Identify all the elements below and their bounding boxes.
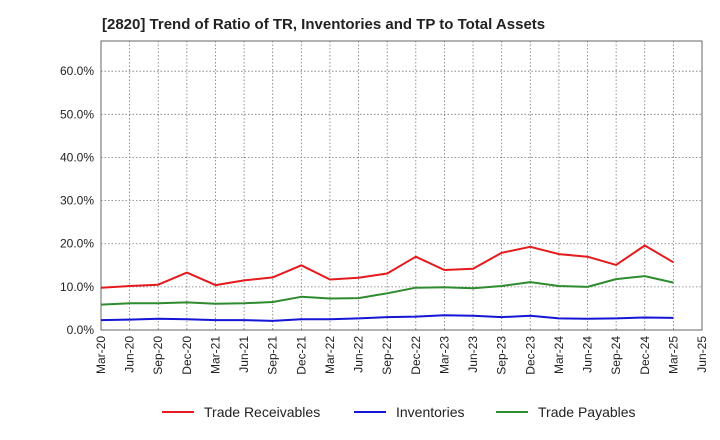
- legend-label-trade-receivables: Trade Receivables: [204, 404, 321, 420]
- grid-lines: [100, 41, 703, 331]
- y-tick-label: 30.0%: [60, 194, 94, 208]
- series-line-trade-receivables: [100, 244, 674, 289]
- chart-title: [2820] Trend of Ratio of TR, Inventories…: [102, 16, 546, 33]
- y-tick-label: 10.0%: [60, 280, 94, 294]
- y-tick-label: 20.0%: [60, 237, 94, 251]
- x-tick-label: Dec-23: [523, 336, 537, 375]
- x-tick-label: Jun-22: [352, 336, 366, 373]
- x-tick-label: Jun-21: [237, 336, 251, 373]
- legend: Trade Receivables Inventories Trade Paya…: [0, 404, 720, 426]
- x-tick-label: Jun-23: [466, 336, 480, 373]
- x-tick-label: Sep-23: [495, 336, 509, 375]
- x-tick-label: Dec-24: [638, 336, 652, 375]
- legend-item-inventories: Inventories: [354, 404, 464, 420]
- y-tick-label: 0.0%: [67, 323, 95, 337]
- x-tick-label: Jun-24: [581, 336, 595, 373]
- legend-swatch-inventories: [354, 411, 386, 413]
- x-tick-label: Mar-23: [437, 336, 451, 374]
- x-tick-label: Mar-25: [666, 336, 680, 374]
- legend-label-inventories: Inventories: [396, 404, 465, 420]
- y-tick-label: 60.0%: [60, 64, 94, 78]
- x-tick-label: Sep-20: [151, 336, 165, 375]
- legend-item-trade-payables: Trade Payables: [496, 404, 636, 420]
- x-tick-label: Jun-25: [695, 336, 709, 373]
- legend-label-trade-payables: Trade Payables: [538, 404, 636, 420]
- series-line-trade-payables: [100, 275, 674, 306]
- y-tick-label: 50.0%: [60, 107, 94, 121]
- y-axis-ticks: 0.0% 10.0% 20.0% 30.0% 40.0% 50.0% 60.0%: [60, 64, 94, 337]
- x-tick-label: Mar-21: [208, 336, 222, 374]
- x-tick-label: Mar-22: [323, 336, 337, 374]
- x-tick-label: Mar-20: [94, 336, 108, 374]
- x-tick-label: Jun-20: [123, 336, 137, 373]
- plot-frame: [100, 40, 703, 331]
- x-axis-ticks: Mar-20 Jun-20 Sep-20 Dec-20 Mar-21 Jun-21 Sep-…: [94, 336, 709, 375]
- x-tick-label: Dec-22: [409, 336, 423, 375]
- x-tick-label: Sep-21: [266, 336, 280, 375]
- series-line-inventories: [100, 314, 674, 322]
- x-tick-label: Dec-21: [294, 336, 308, 375]
- x-tick-label: Sep-24: [609, 336, 623, 375]
- legend-item-trade-receivables: Trade Receivables: [162, 404, 320, 420]
- legend-swatch-trade-payables: [496, 411, 528, 413]
- y-tick-label: 40.0%: [60, 150, 94, 164]
- x-tick-label: Mar-24: [552, 336, 566, 374]
- x-tick-label: Sep-22: [380, 336, 394, 375]
- x-tick-label: Dec-20: [180, 336, 194, 375]
- legend-swatch-trade-receivables: [162, 411, 194, 413]
- series-lines: [100, 244, 674, 322]
